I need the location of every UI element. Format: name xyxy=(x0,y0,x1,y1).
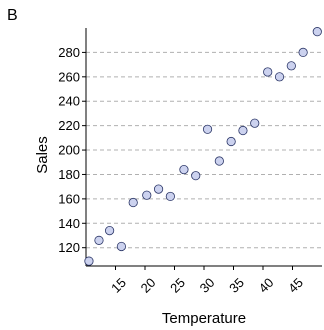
y-tick-label: 160 xyxy=(58,191,80,206)
data-point-10 xyxy=(191,171,201,181)
x-tick-label: 30 xyxy=(197,275,218,296)
axes xyxy=(82,28,322,270)
panel-label: B xyxy=(7,7,18,24)
data-point-3 xyxy=(105,226,115,236)
data-point-5 xyxy=(128,197,138,208)
x-tick-label: 20 xyxy=(138,275,159,296)
data-point-7 xyxy=(153,184,164,194)
x-tick-labels: 15 20 25 30 35 40 45 xyxy=(108,275,306,296)
y-tick-label: 120 xyxy=(58,240,80,255)
data-point-8 xyxy=(165,191,175,202)
y-axis-title: Sales xyxy=(34,136,51,174)
data-point-19 xyxy=(298,47,308,58)
data-point-2 xyxy=(94,235,104,245)
data-point-15 xyxy=(250,118,260,128)
data-point-11 xyxy=(202,124,213,134)
data-point-18 xyxy=(286,61,296,71)
y-tick-label: 220 xyxy=(58,118,80,133)
grid-lines xyxy=(86,51,322,249)
x-tick-label: 35 xyxy=(226,275,247,296)
data-points xyxy=(84,27,322,266)
x-tick-label: 40 xyxy=(256,275,277,296)
data-point-14 xyxy=(238,125,248,136)
y-tick-label: 240 xyxy=(58,94,80,109)
data-point-12 xyxy=(214,156,224,166)
x-tick-label: 15 xyxy=(108,275,129,296)
data-point-6 xyxy=(142,190,152,200)
data-point-13 xyxy=(226,136,236,147)
y-tick-label: 180 xyxy=(58,167,80,182)
y-tick-label: 140 xyxy=(58,216,80,231)
y-tick-labels: 120 140 160 180 200 220 240 260 280 xyxy=(58,45,80,255)
y-tick-label: 260 xyxy=(58,69,80,84)
y-tick-label: 280 xyxy=(58,45,80,60)
data-point-1 xyxy=(84,256,94,266)
y-tick-label: 200 xyxy=(58,143,80,158)
data-point-9 xyxy=(179,164,189,175)
x-tick-label: 45 xyxy=(285,275,306,296)
data-point-20 xyxy=(312,27,322,37)
x-axis-title: Temperature xyxy=(162,310,246,327)
data-point-4 xyxy=(116,241,127,252)
x-tick-label: 25 xyxy=(167,275,188,296)
data-point-16 xyxy=(263,67,273,77)
data-point-17 xyxy=(274,72,285,82)
